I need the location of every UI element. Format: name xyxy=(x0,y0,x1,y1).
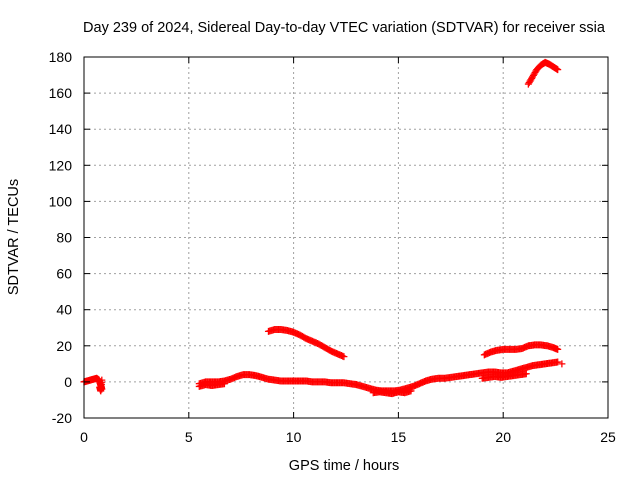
data-points xyxy=(80,58,566,398)
y-tick-label: -20 xyxy=(52,410,72,426)
data-point xyxy=(407,387,415,395)
y-tick-label: 140 xyxy=(49,121,73,137)
series-seg7 xyxy=(369,387,415,398)
y-axis-label: SDTVAR / TECUs xyxy=(6,179,22,295)
y-tick-label: 0 xyxy=(64,374,72,390)
data-point xyxy=(554,66,562,74)
y-tick-label: 100 xyxy=(49,193,73,209)
axis-ticks xyxy=(83,56,609,419)
y-tick-label: 160 xyxy=(49,85,73,101)
data-point xyxy=(220,380,228,388)
y-tick-label: 40 xyxy=(56,302,72,318)
x-tick-label: 15 xyxy=(391,429,407,445)
data-point xyxy=(340,353,348,361)
series-seg5 xyxy=(264,326,348,361)
x-tick-label: 10 xyxy=(286,429,302,445)
series-seg11 xyxy=(524,58,562,88)
data-point xyxy=(98,376,106,384)
y-tick-label: 120 xyxy=(49,157,73,173)
series-seg4 xyxy=(195,380,228,390)
x-tick-label: 5 xyxy=(185,429,193,445)
x-tick-label: 20 xyxy=(495,429,511,445)
x-axis-label: GPS time / hours xyxy=(289,458,399,474)
y-tick-label: 20 xyxy=(56,338,72,354)
series-seg6 xyxy=(352,358,562,395)
series-seg9 xyxy=(558,360,566,368)
x-tick-label: 25 xyxy=(600,429,616,445)
series-seg8 xyxy=(478,370,530,382)
x-tick-label: 0 xyxy=(80,429,88,445)
data-point xyxy=(558,360,566,368)
series-seg10 xyxy=(480,341,562,359)
data-point xyxy=(522,370,530,378)
chart-title: Day 239 of 2024, Sidereal Day-to-day VTE… xyxy=(83,20,606,36)
data-point xyxy=(554,358,562,366)
y-tick-label: 80 xyxy=(56,230,72,246)
y-tick-label: 60 xyxy=(56,266,72,282)
tick-labels: 0 5 10 15 20 25 -20 0 20 40 60 80 100 120 140 160 180 xyxy=(49,49,616,445)
y-tick-label: 180 xyxy=(49,49,73,65)
series-seg2 xyxy=(96,376,106,395)
data-point xyxy=(554,345,562,353)
